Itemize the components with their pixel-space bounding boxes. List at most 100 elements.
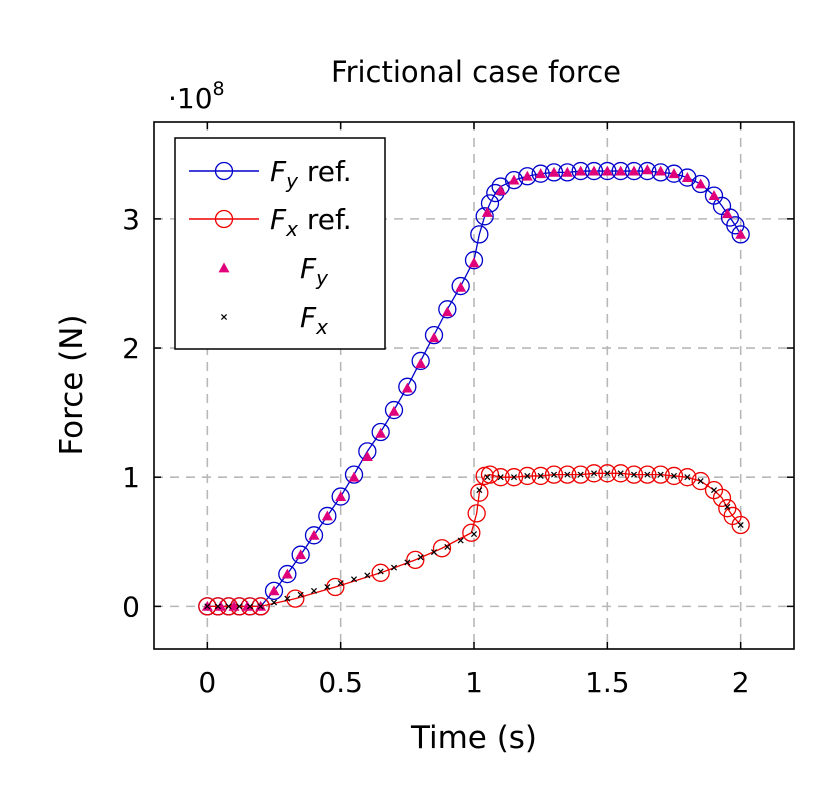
data-point-f-y <box>708 190 720 201</box>
data-point-f-x-ref- <box>651 465 670 484</box>
data-point-f-y-ref- <box>651 163 670 182</box>
data-point-f-y-ref- <box>398 377 417 396</box>
data-point-f-y <box>601 165 613 176</box>
data-point-f-x <box>684 474 691 481</box>
data-point-f-x <box>476 487 483 494</box>
data-point-f-y <box>401 382 413 393</box>
y-multiplier-exponent: 8 <box>213 78 225 100</box>
data-point-f-x-ref- <box>491 468 510 487</box>
data-point-f-y-ref- <box>318 506 337 526</box>
legend-item-f-x: Fx <box>220 301 328 339</box>
data-point-f-x-ref- <box>198 597 217 616</box>
data-point-f-y-ref- <box>331 487 350 506</box>
legend-marker <box>220 313 228 321</box>
data-point-f-x <box>284 595 291 602</box>
data-point-f-x <box>657 471 664 478</box>
data-point-f-x <box>644 471 651 478</box>
data-point-f-x <box>225 603 232 610</box>
data-point-f-x <box>697 478 704 485</box>
data-point-f-y <box>335 491 347 501</box>
cross-stroke <box>390 564 398 571</box>
data-point-f-y <box>655 165 667 176</box>
data-point-f-y-ref- <box>291 545 310 564</box>
legend-item-f-x-ref-: Fx ref. <box>189 203 352 241</box>
chart-title: Frictional case force <box>331 55 621 89</box>
data-point-f-y <box>495 184 507 195</box>
data-point-f-x-ref- <box>598 464 617 483</box>
cross-stroke <box>644 471 651 478</box>
data-point-f-x <box>484 474 491 481</box>
cross-stroke <box>484 474 491 481</box>
cross-stroke <box>497 474 504 481</box>
x-axis-label: Time (s) <box>410 720 537 756</box>
legend-marker <box>214 161 234 181</box>
cross-stroke <box>310 587 318 594</box>
data-point-f-y-ref- <box>691 174 710 194</box>
data-point-f-x-ref- <box>664 466 684 486</box>
data-point-f-y <box>521 170 533 181</box>
data-point-f-x <box>737 521 744 529</box>
data-point-f-y-ref- <box>624 161 644 181</box>
data-point-f-x-ref- <box>584 464 604 483</box>
data-point-f-x-ref- <box>624 465 644 484</box>
data-point-f-x <box>470 531 478 538</box>
y-axis-label: Force (N) <box>54 314 90 455</box>
data-point-f-x-ref- <box>518 466 537 486</box>
x-tick-label: 0 <box>198 666 216 699</box>
cross-stroke <box>246 603 254 610</box>
data-point-f-y <box>481 206 493 217</box>
legend-item-f-y-ref-: Fy ref. <box>189 155 352 193</box>
cross-stroke <box>564 471 571 478</box>
data-point-f-y-ref- <box>475 207 494 226</box>
cross-stroke <box>236 603 243 610</box>
data-point-f-y <box>548 166 560 177</box>
data-point-f-x <box>390 564 398 571</box>
y-multiplier-base: ·10 <box>168 82 213 115</box>
series-layer <box>198 161 750 616</box>
data-point-f-x <box>257 603 264 610</box>
data-point-f-y-ref- <box>424 325 444 345</box>
data-point-f-y <box>388 405 400 416</box>
data-point-f-x-ref- <box>432 539 452 558</box>
data-point-f-x-ref- <box>712 488 732 508</box>
data-point-f-y <box>641 164 653 175</box>
data-point-f-x <box>337 580 344 587</box>
data-point-f-x <box>246 603 254 610</box>
data-point-f-x <box>497 474 504 481</box>
cross-stroke <box>404 559 411 566</box>
cross-stroke <box>550 471 558 478</box>
data-point-f-x <box>617 470 624 477</box>
data-point-f-x-ref- <box>406 550 425 570</box>
data-point-f-y <box>361 451 373 461</box>
data-point-f-y-ref- <box>571 161 590 181</box>
data-point-f-x <box>590 470 598 477</box>
cross-stroke <box>444 543 451 550</box>
cross-stroke <box>270 599 278 606</box>
y-tick-label: 0 <box>122 590 140 623</box>
data-point-f-x-ref- <box>504 468 524 487</box>
data-point-f-y <box>695 178 707 189</box>
cross-stroke <box>284 595 291 602</box>
cross-stroke <box>337 580 344 587</box>
data-point-f-y <box>348 471 360 482</box>
data-point-f-x <box>324 583 331 591</box>
cross-stroke <box>697 478 704 485</box>
cross-stroke <box>470 531 478 538</box>
data-point-f-y <box>721 208 733 219</box>
cross-stroke <box>476 487 483 494</box>
cross-stroke <box>657 471 664 478</box>
cross-stroke <box>524 472 531 479</box>
legend-marker <box>214 209 234 229</box>
data-point-f-y-ref- <box>531 164 550 183</box>
data-point-f-x <box>604 470 611 477</box>
data-point-f-x <box>724 503 731 510</box>
y-tick-label: 1 <box>122 461 140 494</box>
data-point-f-x-ref- <box>467 504 486 523</box>
data-point-f-y <box>615 165 627 176</box>
data-point-f-x-ref- <box>558 465 577 484</box>
data-point-f-x <box>236 603 243 610</box>
cross-stroke <box>417 554 424 561</box>
cross-stroke <box>214 603 222 610</box>
data-point-f-y <box>295 549 307 560</box>
